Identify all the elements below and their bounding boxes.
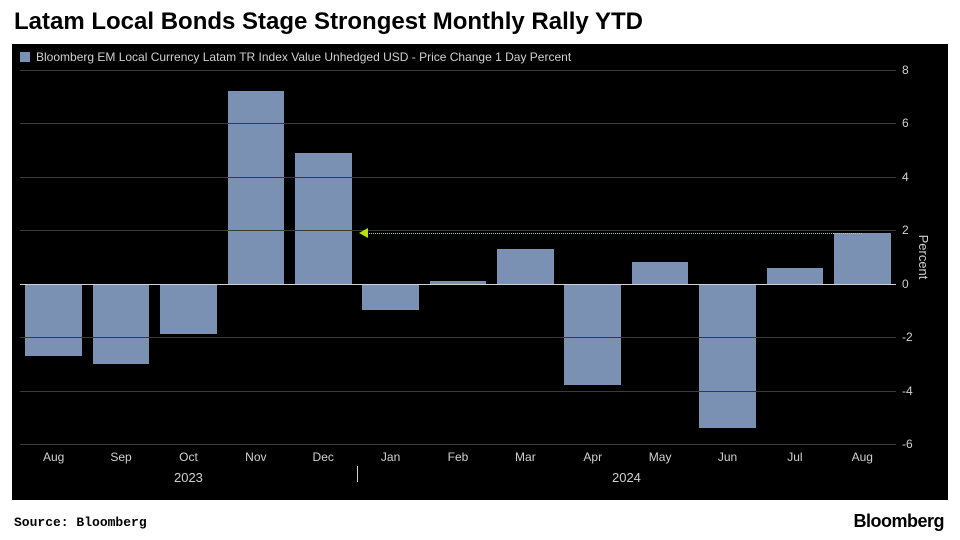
grid-line [20, 391, 896, 392]
grid-line [20, 230, 896, 231]
brand-logo: Bloomberg [853, 511, 944, 532]
bar-slot: Dec [290, 70, 357, 444]
x-tick-label: Dec [290, 450, 357, 464]
highlight-arrow-head [359, 228, 368, 238]
bar [497, 249, 554, 284]
y-tick-label: 8 [902, 63, 936, 77]
x-tick-label: Oct [155, 450, 222, 464]
x-tick-label: Aug [829, 450, 896, 464]
year-separator [357, 466, 358, 482]
chart-page: Latam Local Bonds Stage Strongest Monthl… [0, 0, 960, 540]
bar [699, 284, 756, 428]
grid-line [20, 70, 896, 71]
x-tick-label: Mar [492, 450, 559, 464]
x-tick-label: May [626, 450, 693, 464]
grid-line [20, 123, 896, 124]
bar-slot: Feb [424, 70, 491, 444]
x-tick-label: Jul [761, 450, 828, 464]
bar [767, 268, 824, 284]
bar [362, 284, 419, 311]
x-tick-label: Sep [87, 450, 154, 464]
chart-legend: Bloomberg EM Local Currency Latam TR Ind… [20, 50, 571, 64]
x-tick-label: Jun [694, 450, 761, 464]
x-tick-label: Feb [424, 450, 491, 464]
grid-line [20, 177, 896, 178]
bar-slot: Jan [357, 70, 424, 444]
chart-frame: Bloomberg EM Local Currency Latam TR Ind… [12, 44, 948, 500]
grid-line [20, 444, 896, 445]
y-tick-label: 4 [902, 170, 936, 184]
bar-slot: Sep [87, 70, 154, 444]
y-tick-label: -2 [902, 330, 936, 344]
x-tick-label: Nov [222, 450, 289, 464]
legend-swatch [20, 52, 30, 62]
bar-slot: Oct [155, 70, 222, 444]
x-tick-label: Apr [559, 450, 626, 464]
bar-slot: Mar [492, 70, 559, 444]
x-tick-label: Aug [20, 450, 87, 464]
bar [228, 91, 285, 283]
bar-slot: Nov [222, 70, 289, 444]
bar [834, 233, 891, 284]
bar [564, 284, 621, 386]
source-text: Source: Bloomberg [14, 515, 147, 530]
year-group-label: 2024 [612, 470, 641, 485]
year-group-label: 2023 [174, 470, 203, 485]
y-axis-title: Percent [916, 235, 931, 280]
grid-line [20, 337, 896, 338]
bar-slot: Aug [829, 70, 896, 444]
zero-line [20, 284, 896, 285]
bar [25, 284, 82, 356]
bar-slot: Aug [20, 70, 87, 444]
y-tick-label: -6 [902, 437, 936, 451]
bars-container: AugSepOctNovDecJanFebMarAprMayJunJulAug [20, 70, 896, 444]
y-tick-label: -4 [902, 384, 936, 398]
x-tick-label: Jan [357, 450, 424, 464]
bar [160, 284, 217, 335]
page-title: Latam Local Bonds Stage Strongest Monthl… [0, 0, 960, 40]
bar [93, 284, 150, 364]
bar-slot: Jun [694, 70, 761, 444]
bar-slot: Jul [761, 70, 828, 444]
bar [295, 153, 352, 284]
legend-label: Bloomberg EM Local Currency Latam TR Ind… [36, 50, 571, 64]
highlight-arrow-line [367, 233, 862, 234]
bar [632, 262, 689, 283]
bar-slot: Apr [559, 70, 626, 444]
plot-area: AugSepOctNovDecJanFebMarAprMayJunJulAug … [20, 70, 896, 444]
bar-slot: May [626, 70, 693, 444]
y-tick-label: 6 [902, 116, 936, 130]
